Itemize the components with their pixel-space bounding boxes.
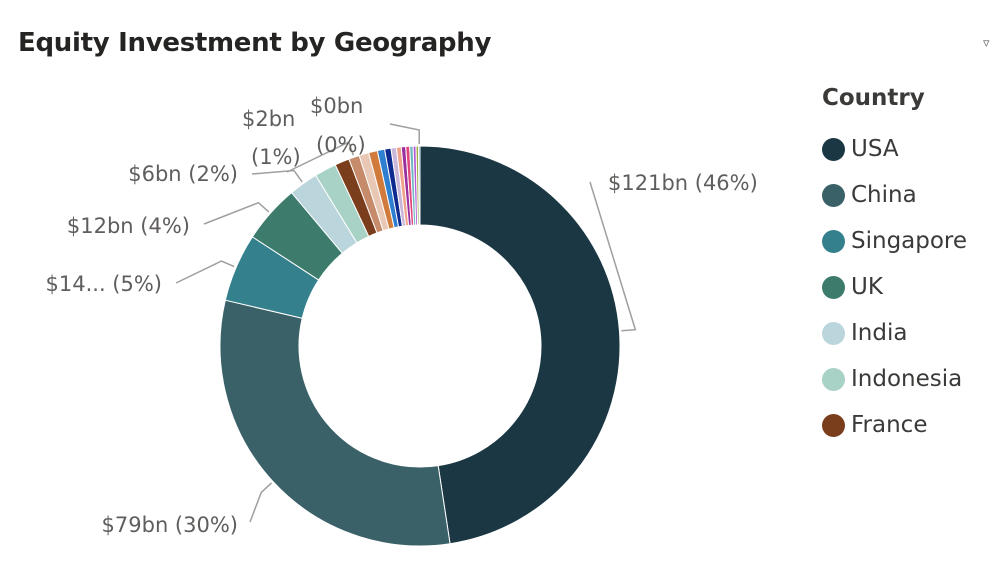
legend-swatch — [822, 137, 845, 161]
data-label: $79bn (30%) — [102, 513, 238, 537]
legend-item[interactable]: Indonesia — [822, 342, 967, 402]
data-label: $0bn — [310, 94, 363, 118]
data-label: $12bn (4%) — [67, 214, 190, 238]
donut-slices — [219, 145, 621, 547]
legend-item[interactable]: India — [822, 296, 967, 356]
legend-label: USA — [851, 136, 899, 162]
legend-swatch — [822, 183, 845, 207]
legend-items: USA China Singapore UK India Indonesia France — [822, 112, 967, 448]
legend-item[interactable]: Singapore — [822, 204, 967, 264]
chart-title: Equity Investment by Geography — [18, 28, 492, 58]
legend-item[interactable]: France — [822, 388, 967, 448]
label-leader-line — [589, 181, 637, 332]
label-leader-line — [203, 201, 270, 225]
legend-item[interactable]: China — [822, 158, 967, 218]
data-label-percent: (1%) — [251, 145, 301, 169]
legend-label: China — [851, 182, 917, 208]
legend-swatch — [822, 275, 845, 299]
data-label: $14... (5%) — [46, 272, 162, 296]
legend-swatch — [822, 413, 845, 437]
filter-icon[interactable]: ▿ — [983, 36, 990, 51]
data-label: $6bn (2%) — [128, 162, 238, 186]
legend: Country USA China Singapore UK India Indonesi… — [822, 84, 967, 448]
label-leader-line — [249, 482, 273, 523]
donut-slice-usa[interactable] — [419, 145, 621, 545]
donut-chart: $121bn (46%) $79bn (30%) $14... (5%) $12bn … — [46, 94, 758, 547]
data-label: $2bn — [242, 107, 295, 131]
data-labels: $121bn (46%) $79bn (30%) $14... (5%) $12bn … — [46, 94, 758, 537]
legend-item[interactable]: UK — [822, 250, 967, 310]
label-leader-line — [389, 123, 421, 145]
legend-label: India — [851, 320, 908, 346]
label-leaders — [175, 123, 637, 523]
label-leader-line — [286, 141, 355, 173]
donut-slice[interactable] — [418, 145, 421, 226]
label-leader-line — [251, 169, 303, 183]
data-label: $121bn (46%) — [608, 171, 758, 195]
legend-label: UK — [851, 274, 883, 300]
donut-slice-china[interactable] — [219, 299, 451, 547]
legend-label: Singapore — [851, 228, 968, 254]
legend-swatch — [822, 229, 845, 253]
legend-swatch — [822, 367, 845, 391]
legend-label: Indonesia — [851, 366, 963, 392]
legend-title: Country — [822, 85, 925, 111]
data-label-percent: (0%) — [316, 133, 366, 157]
label-leader-line — [175, 260, 235, 284]
legend-item[interactable]: USA — [822, 112, 967, 172]
legend-swatch — [822, 321, 845, 345]
legend-label: France — [851, 412, 928, 438]
